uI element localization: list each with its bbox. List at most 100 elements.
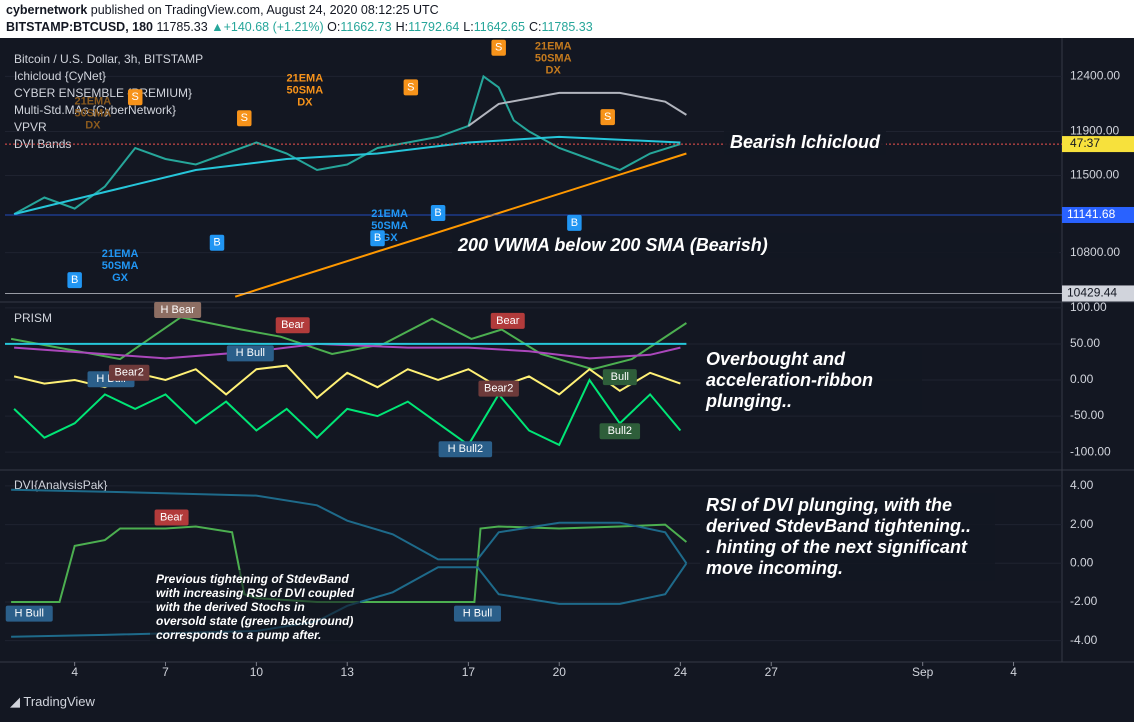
- brand: TradingView: [23, 694, 95, 709]
- series-line: [467, 91, 687, 127]
- signal-label: Bull2: [608, 425, 632, 437]
- annotation: Bearish Ichicloud: [724, 130, 887, 155]
- signal-text: DX: [85, 120, 101, 132]
- signal-label: H Bull: [463, 607, 492, 619]
- signal-box: [567, 214, 582, 231]
- x-tick-label: 4: [1010, 665, 1017, 679]
- signal-box: [226, 345, 274, 362]
- signal-box: [154, 302, 202, 319]
- signal-text: 50SMA: [286, 85, 323, 97]
- signal-box: [127, 89, 143, 106]
- y-tick-label: 12400.00: [1070, 69, 1120, 83]
- signal-label: Bear2: [484, 383, 513, 395]
- signal-box: [599, 423, 641, 440]
- series-line: [11, 488, 688, 564]
- annotation-line: with the derived Stochs in: [156, 600, 305, 614]
- change: ▲+140.68 (+1.21%): [211, 20, 324, 34]
- annotation-line: Bearish Ichicloud: [730, 132, 881, 152]
- signal-box: [490, 312, 525, 329]
- annotation: 200 VWMA below 200 SMA (Bearish): [452, 233, 1059, 258]
- y-tick-label: -4.00: [1070, 633, 1098, 647]
- series-line: [14, 342, 681, 360]
- signal-label: Bull: [611, 371, 629, 383]
- signal-text: 50SMA: [371, 220, 408, 232]
- annotation-line: Overbought and: [706, 349, 845, 369]
- signal-label: S: [604, 111, 611, 123]
- signal-text: GX: [382, 232, 399, 244]
- signal-label: B: [374, 232, 381, 244]
- y-tick-label: 0.00: [1070, 372, 1094, 386]
- annotation: Overbought and acceleration-ribbon plungin…: [700, 347, 922, 414]
- ohlc-value: 11662.73: [340, 20, 392, 34]
- signal-label: S: [495, 42, 502, 54]
- signal-text: 50SMA: [535, 53, 572, 65]
- series-line: [10, 316, 687, 371]
- signal-box: [491, 39, 506, 56]
- signal-label: B: [434, 207, 441, 219]
- footer: ◢ TradingView: [10, 694, 95, 709]
- annotation-line: plunging..: [706, 391, 792, 411]
- signal-text: 21EMA: [535, 41, 572, 53]
- annotation: RSI of DVI plunging, with the derived Std…: [700, 493, 995, 581]
- y-tick-label: 0.00: [1070, 555, 1094, 569]
- pane-title: PRISM: [14, 311, 52, 325]
- ohlc-value: 11785.33: [541, 20, 593, 34]
- signal-box: [108, 364, 150, 381]
- signal-label: Bear: [160, 511, 184, 523]
- signal-box: [602, 369, 637, 386]
- ohlc-label: C:: [528, 20, 542, 34]
- signal-box: [275, 317, 310, 334]
- user: cybernetwork: [6, 3, 88, 17]
- signal-box: [478, 380, 519, 397]
- signal-label: H Bear: [161, 304, 196, 316]
- annotation-line: derived StdevBand tightening..: [706, 516, 972, 536]
- annotation-line: . hinting of the next significant: [706, 537, 967, 557]
- signal-box: [370, 230, 385, 247]
- legend-item: CYBER ENSEMBLE {PREMIUM}: [14, 86, 192, 100]
- signal-label: Bear2: [114, 367, 143, 379]
- signal-box: [453, 605, 501, 622]
- annotation: Previous tightening of StdevBand with inc…: [150, 570, 361, 644]
- legend-item: VPVR: [14, 120, 47, 134]
- y-tick-label: 50.00: [1070, 336, 1100, 350]
- series-line: [234, 152, 687, 298]
- signal-label: H Bull: [236, 347, 265, 359]
- annotation-line: with increasing RSI of DVI coupled: [156, 586, 355, 600]
- signal-box: [600, 109, 615, 126]
- y-tick-label: -100.00: [1070, 444, 1111, 458]
- y-tick-label: 4.00: [1070, 478, 1094, 492]
- ohlc-label: O:: [327, 20, 341, 34]
- x-tick-label: 13: [341, 665, 355, 679]
- signal-label: Bear: [281, 319, 305, 331]
- signal-label: Bear: [496, 315, 520, 327]
- annotation-line: acceleration-ribbon: [706, 370, 874, 390]
- signal-box: [67, 272, 82, 289]
- signal-text: 21EMA: [286, 73, 323, 85]
- x-tick-label: 4: [71, 665, 78, 679]
- y-tick-label: 10800.00: [1070, 245, 1120, 259]
- price-box: [1062, 285, 1134, 302]
- legend-item: Multi-Std.MAs {CyberNetwork}: [14, 103, 176, 117]
- published: published on TradingView.com, August 24,…: [90, 3, 439, 17]
- annotation-line: RSI of DVI plunging, with the: [706, 495, 952, 515]
- annotation-line: Previous tightening of StdevBand: [156, 572, 349, 586]
- y-tick-label: 100.00: [1070, 300, 1107, 314]
- annotation-line: oversold state (green background): [156, 614, 354, 628]
- ohlc-label: H:: [395, 20, 409, 34]
- ohlc: O:11662.73 H:11792.64 L:11642.65 C:11785.33: [327, 20, 597, 34]
- x-tick-label: 10: [250, 665, 264, 679]
- change-value: +140.68 (+1.21%): [223, 20, 324, 34]
- x-tick-label: 27: [765, 665, 779, 679]
- signal-text: GX: [112, 272, 129, 284]
- y-tick-label: -2.00: [1070, 594, 1098, 608]
- ohlc-value: 11642.65: [473, 20, 525, 34]
- header: cybernetwork published on TradingView.co…: [0, 0, 1134, 38]
- signal-box: [430, 204, 446, 221]
- signal-label: S: [241, 112, 248, 124]
- signal-box: [237, 110, 252, 127]
- signal-text: 50SMA: [102, 260, 139, 272]
- signal-label: S: [407, 81, 414, 93]
- signal-box: [5, 605, 53, 622]
- symbol: BITSTAMP:BTCUSD, 180: [6, 20, 154, 34]
